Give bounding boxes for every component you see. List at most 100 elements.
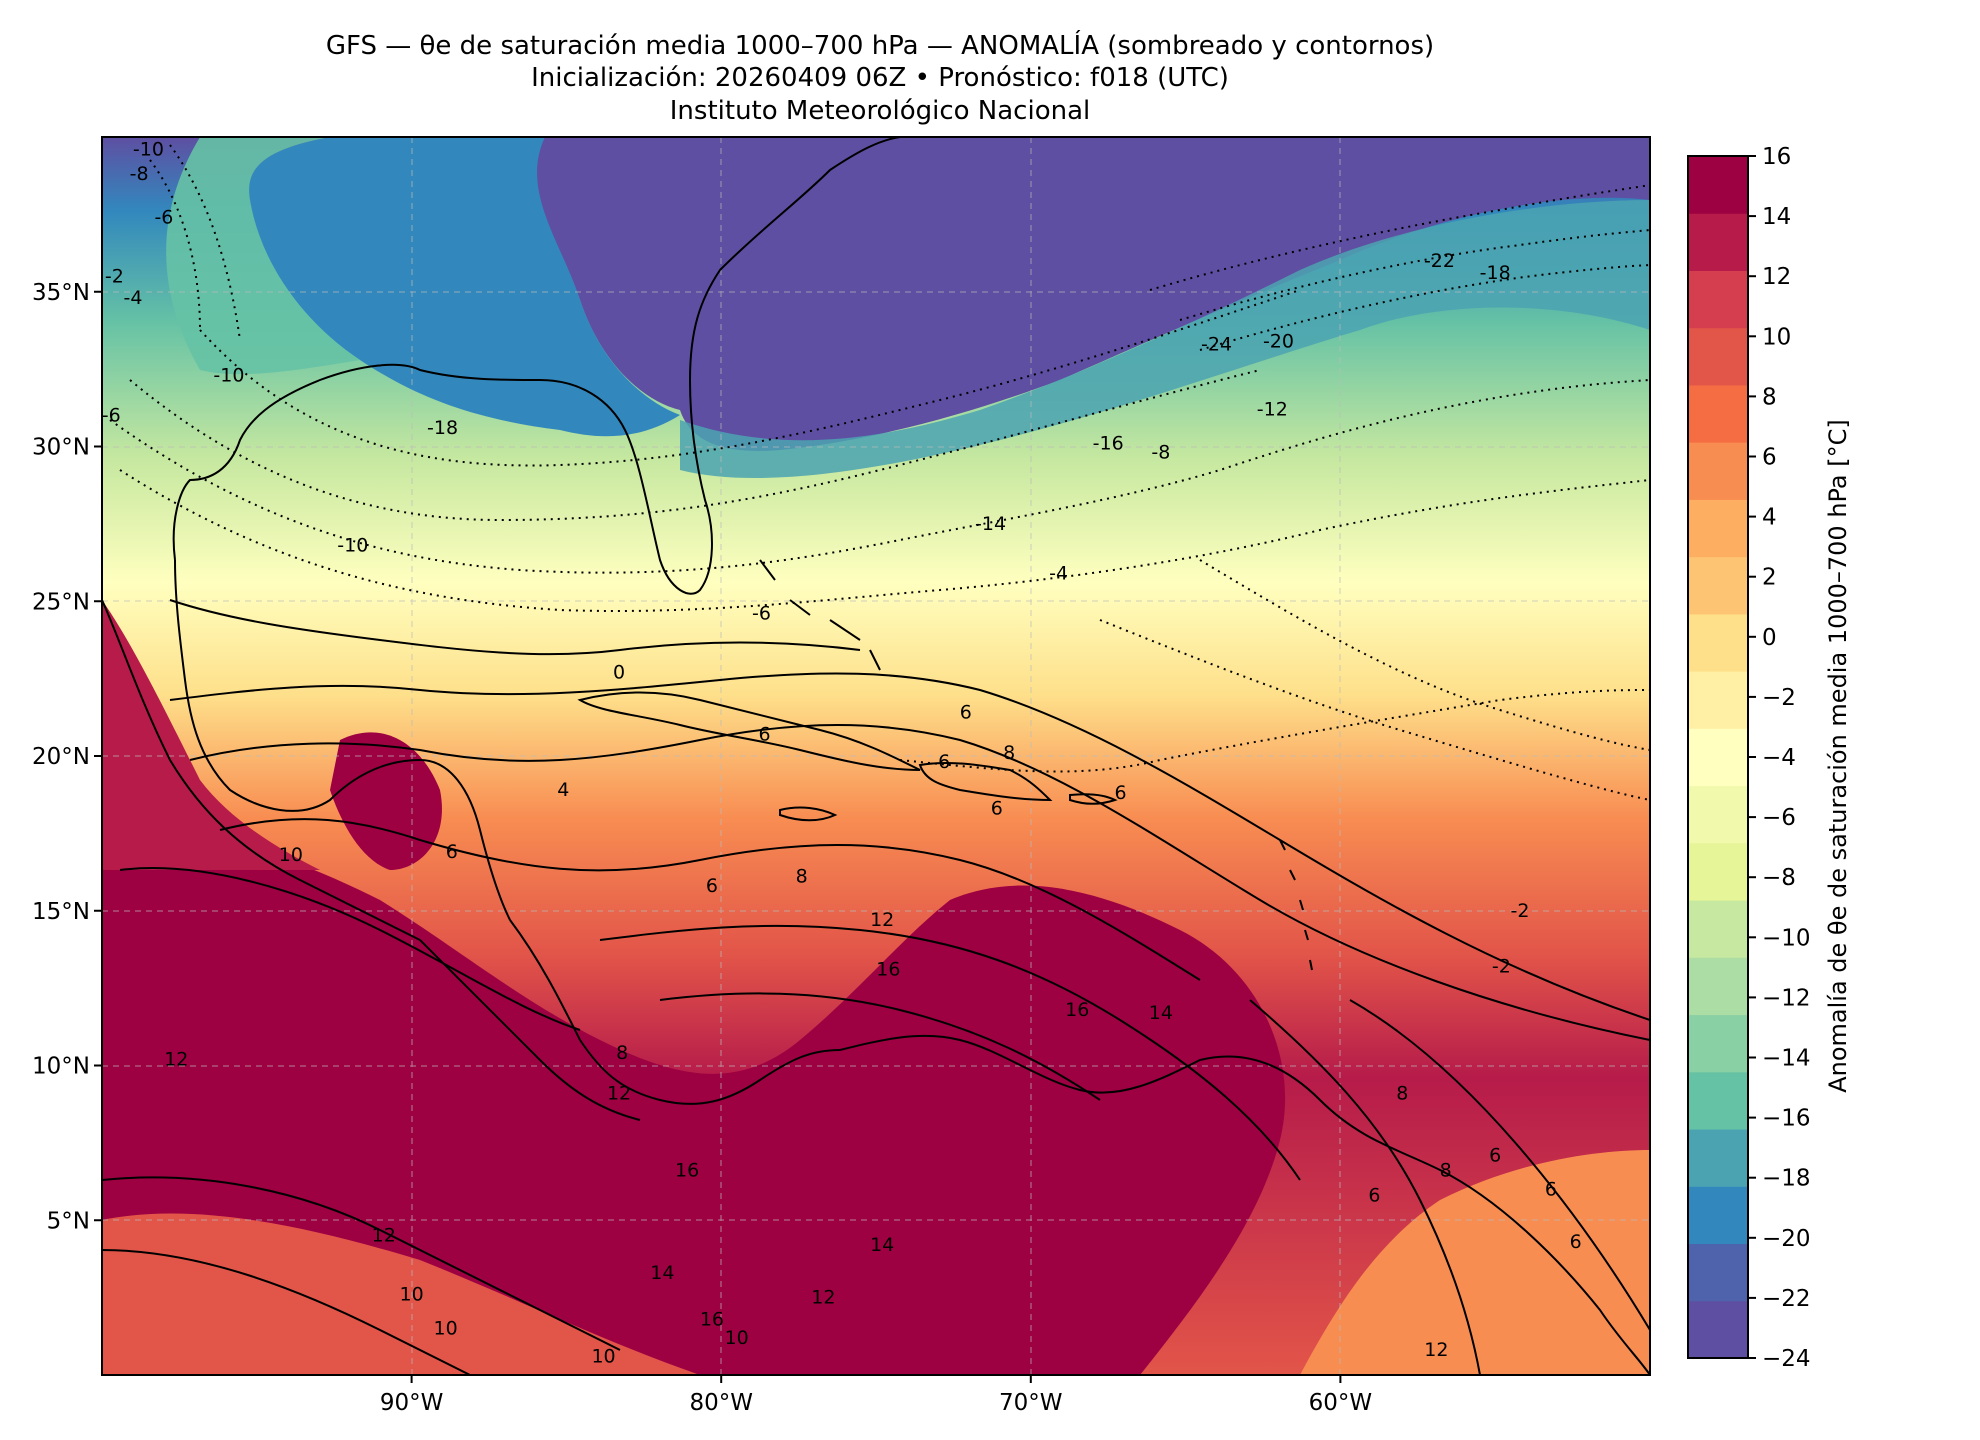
lat-tick-label: 35°N — [32, 280, 90, 306]
longitude-axis: 90°W 80°W 70°W 60°W — [380, 1375, 1372, 1416]
contour-label: 8 — [616, 1042, 628, 1064]
colorbar: −24−22−20−18−16−14−12−10−8−6−4−202468101… — [1687, 144, 1811, 1372]
contour-label: 4 — [557, 779, 569, 801]
colorbar-segment — [1688, 957, 1748, 1016]
contour-label: -2 — [1510, 900, 1529, 922]
colorbar-segment — [1688, 842, 1748, 901]
lon-tick-label: 70°W — [999, 1390, 1063, 1416]
south-america-coast — [839, 1034, 1650, 1375]
colorbar-segment — [1688, 1186, 1748, 1245]
contour-label: -10 — [213, 364, 244, 386]
contour-label: 10 — [591, 1345, 615, 1367]
colorbar-tick-label: −20 — [1762, 1226, 1811, 1252]
contour-label: 8 — [1003, 742, 1015, 764]
colorbar-tick-label: −16 — [1762, 1106, 1811, 1132]
contour-label: -2 — [105, 265, 124, 287]
contour-label: 16 — [675, 1160, 699, 1182]
contour-label: -10 — [337, 535, 368, 557]
mexico-gulf-coast — [174, 559, 511, 921]
contour-label: 8 — [1440, 1160, 1452, 1182]
positive-contours — [102, 599, 1650, 1375]
contour-label: 6 — [758, 723, 770, 745]
lat-tick-label: 25°N — [32, 589, 90, 615]
contour-label: 12 — [811, 1287, 835, 1309]
contour-label: 0 — [613, 661, 625, 683]
contour-label: 6 — [1570, 1231, 1582, 1253]
central-america-coast — [509, 919, 841, 1105]
colorbar-tick-label: −2 — [1762, 685, 1796, 711]
contour-label: 12 — [164, 1048, 188, 1070]
colorbar-segment — [1688, 1243, 1748, 1302]
gridlines — [102, 137, 1650, 1375]
contour-label: -2 — [1492, 955, 1511, 977]
colorbar-tick-label: 16 — [1762, 144, 1791, 170]
colorbar-tick-label: −10 — [1762, 925, 1811, 951]
colorbar-segment — [1688, 785, 1748, 844]
colorbar-tick-label: −6 — [1762, 805, 1796, 831]
cold-anomaly-region — [534, 137, 1650, 451]
contour-label: -14 — [975, 513, 1006, 535]
contour-labels: -10-8-6-4-2-10-6-18-10-14-4-6-24 -20-22-1… — [102, 138, 1582, 1367]
lat-tick-label: 15°N — [32, 899, 90, 925]
negative-contours — [109, 144, 1650, 801]
colorbar-segment — [1688, 213, 1748, 271]
colorbar-tick-label: 12 — [1762, 264, 1791, 290]
colorbar-tick-label: −4 — [1762, 745, 1796, 771]
colorbar-tick-label: 6 — [1762, 445, 1777, 471]
contour-label: 16 — [876, 959, 900, 981]
contour-label: -10 — [133, 138, 164, 160]
colorbar-tick-label: −18 — [1762, 1166, 1811, 1192]
contour-label: 10 — [725, 1327, 749, 1349]
lon-tick-label: 90°W — [380, 1390, 444, 1416]
colorbar-segment — [1688, 156, 1748, 214]
contour-label: 12 — [372, 1225, 396, 1247]
contour-label: -4 — [1049, 562, 1068, 584]
anomaly-field — [102, 137, 1650, 1375]
hispaniola — [918, 761, 1053, 802]
colorbar-tick-label: −22 — [1762, 1286, 1811, 1312]
lat-tick-label: 5°N — [47, 1208, 90, 1234]
contour-label: -22 — [1424, 250, 1455, 272]
contour-label: 6 — [446, 841, 458, 863]
contour-label: 6 — [960, 702, 972, 724]
colorbar-segment — [1688, 1300, 1748, 1359]
contour-label: 6 — [1545, 1178, 1557, 1200]
lesser-antilles — [1279, 839, 1313, 971]
title-line-3: Instituto Meteorológico Nacional — [669, 96, 1091, 126]
colorbar-tick-label: 4 — [1762, 505, 1777, 531]
lon-tick-label: 80°W — [689, 1390, 753, 1416]
contour-label: 10 — [400, 1284, 424, 1306]
contour-label: -6 — [154, 206, 173, 228]
colorbar-tick-label: −12 — [1762, 985, 1811, 1011]
contour-label: 10 — [434, 1318, 458, 1340]
puerto-rico — [1069, 793, 1118, 805]
contour-label: 6 — [1368, 1184, 1380, 1206]
contour-label: 14 — [870, 1234, 894, 1256]
coastlines — [102, 137, 1650, 1375]
contour-label: -8 — [1151, 442, 1170, 464]
colorbar-segment — [1688, 613, 1748, 672]
colorbar-tick-label: −24 — [1762, 1346, 1811, 1372]
contour-label: 6 — [991, 798, 1003, 820]
contour-label: 8 — [796, 866, 808, 888]
contour-label: 6 — [706, 875, 718, 897]
colorbar-segment — [1688, 1071, 1748, 1130]
cuba — [577, 691, 921, 771]
contour-label: -6 — [752, 603, 771, 625]
title-line-1: GFS — θe de saturación media 1000–700 hP… — [325, 31, 1435, 61]
colorbar-label: Anomalía de θe de saturación media 1000–… — [1824, 419, 1852, 1093]
contour-label: 8 — [1396, 1082, 1408, 1104]
contour-label: -12 — [1257, 398, 1288, 420]
us-gulf-coast — [172, 137, 901, 595]
contour-label: 12 — [1424, 1339, 1448, 1361]
colorbar-tick-label: 14 — [1762, 204, 1791, 230]
contour-label: 16 — [700, 1308, 724, 1330]
colorbar-segment — [1688, 442, 1748, 500]
contour-label: 6 — [1115, 782, 1127, 804]
contour-label: -24 — [1201, 333, 1232, 355]
latitude-axis: 35°N 30°N 25°N 20°N 15°N 10°N 5°N — [32, 280, 102, 1234]
lon-tick-label: 60°W — [1309, 1390, 1373, 1416]
contour-label: 14 — [650, 1262, 674, 1284]
contour-label: 6 — [1489, 1144, 1501, 1166]
colorbar-tick-label: 0 — [1762, 625, 1777, 651]
